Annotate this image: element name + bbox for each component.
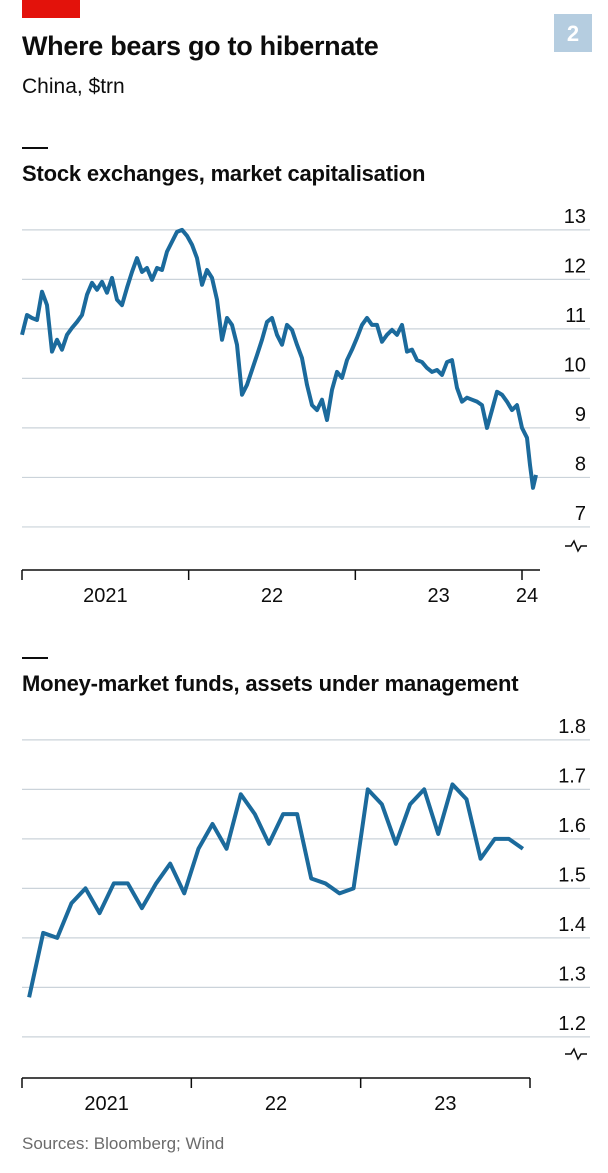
x-tick-label: 22 — [265, 1093, 287, 1115]
axis-break — [565, 539, 587, 553]
data-line — [27, 782, 525, 998]
panel-title: Stock exchanges, market capitalisation — [22, 161, 425, 186]
chart-subtitle: China, $trn — [22, 75, 125, 98]
y-tick-label: 12 — [564, 255, 586, 277]
y-tick-label: 1.8 — [558, 716, 586, 738]
y-tick-label: 9 — [575, 404, 586, 426]
y-tick-label: 10 — [564, 354, 586, 376]
y-tick-label: 1.7 — [558, 765, 586, 787]
y-tick-label: 11 — [565, 305, 586, 327]
y-tick-label: 1.4 — [558, 914, 586, 936]
brand-tag — [22, 0, 80, 18]
figure-number: 2 — [567, 21, 579, 46]
y-tick-label: 1.6 — [558, 815, 586, 837]
y-tick-label: 7 — [575, 503, 586, 525]
y-tick-label: 8 — [575, 453, 586, 475]
source-note: Sources: Bloomberg; Wind — [22, 1134, 224, 1153]
data-line — [20, 227, 538, 490]
x-tick-label: 2021 — [84, 1093, 129, 1115]
x-tick-label: 24 — [516, 585, 538, 607]
y-tick-label: 13 — [564, 206, 586, 228]
x-tick-label: 2021 — [83, 585, 128, 607]
chart-title: Where bears go to hibernate — [22, 31, 379, 61]
y-tick-label: 1.3 — [558, 963, 586, 985]
y-tick-label: 1.2 — [558, 1013, 586, 1035]
x-tick-label: 22 — [261, 585, 283, 607]
y-tick-label: 1.5 — [558, 864, 586, 886]
x-tick-label: 23 — [434, 1093, 456, 1115]
x-tick-label: 23 — [428, 585, 450, 607]
figure-badge — [554, 14, 592, 52]
axis-break — [565, 1047, 587, 1061]
panel-title: Money-market funds, assets under managem… — [22, 671, 519, 696]
